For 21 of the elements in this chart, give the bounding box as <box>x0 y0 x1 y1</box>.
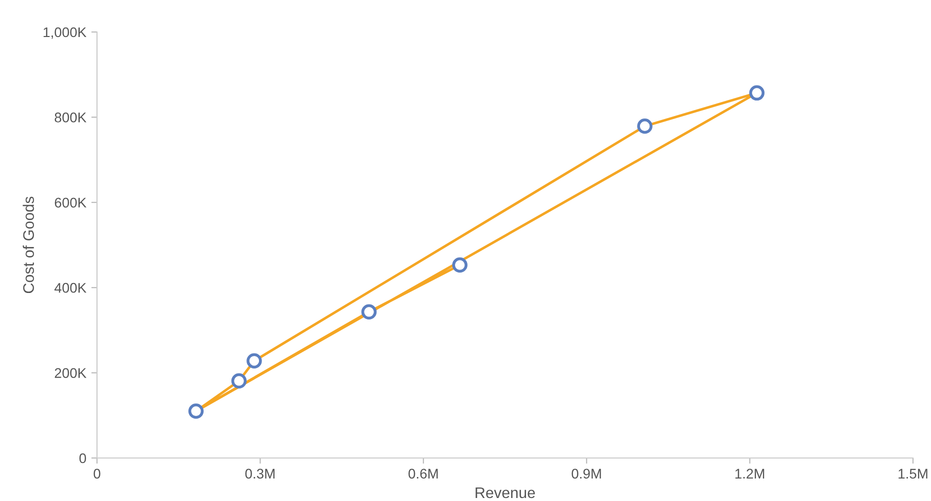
point <box>246 353 262 369</box>
x-tick-label: 0.9M <box>572 468 601 479</box>
x-tick-label: 0 <box>94 468 100 479</box>
y-tick-label: 200K <box>54 368 86 378</box>
y-tick-label: 600K <box>54 198 86 208</box>
point <box>749 85 765 101</box>
x-axis-title: Revenue <box>476 487 535 498</box>
point <box>452 257 468 273</box>
x-tick-label: 0.3M <box>245 468 274 479</box>
point <box>361 304 377 320</box>
x-tick-label: 0.6M <box>408 468 438 479</box>
point <box>637 118 652 134</box>
y-axis-title: Cost of Goods <box>22 196 34 294</box>
x-tick-label: 1.5M <box>898 468 928 479</box>
point <box>188 404 204 419</box>
y-tick-label: 0 <box>79 453 86 464</box>
y-tick-label: 800K <box>54 112 86 122</box>
y-tick-label: 1,000K <box>44 27 86 39</box>
point <box>231 373 247 389</box>
x-tick-label: 1.2M <box>735 468 764 478</box>
y-tick-label: 400K <box>54 282 86 293</box>
